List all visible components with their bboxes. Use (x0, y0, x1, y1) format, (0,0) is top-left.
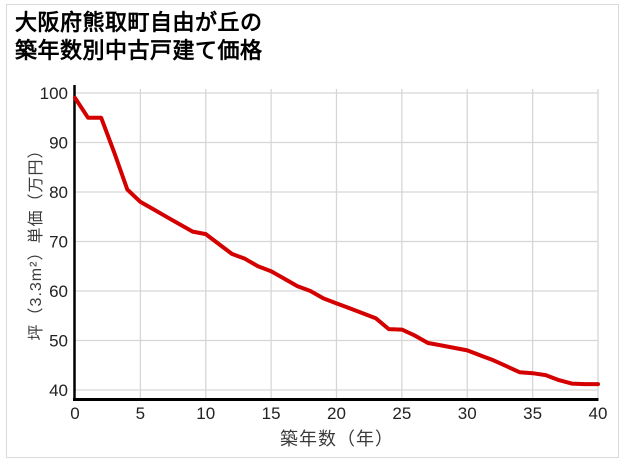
x-tick-label: 10 (196, 404, 215, 423)
x-tick-label: 5 (136, 404, 145, 423)
y-tick-label: 80 (49, 183, 68, 202)
x-tick-label: 15 (262, 404, 281, 423)
x-tick-label: 30 (458, 404, 477, 423)
x-tick-label: 40 (589, 404, 608, 423)
y-tick-label: 70 (49, 233, 68, 252)
x-tick-label: 20 (327, 404, 346, 423)
price-line-chart: 40 50 60 70 80 90 100 0 5 10 15 20 25 30 35 40 (40, 84, 608, 423)
x-tick-label: 0 (70, 404, 79, 423)
x-tick-label: 25 (392, 404, 411, 423)
price-line (73, 95, 600, 387)
y-axis-title: 坪（3.3m²）単価（万円） (28, 141, 45, 341)
y-tick-label: 60 (49, 282, 68, 301)
x-axis-title: 築年数（年） (280, 429, 394, 449)
chart-card: 大阪府熊取町自由が丘の 築年数別中古戸建て価格 40 50 60 70 80 90 100 0… (6, 4, 619, 458)
y-tick-label: 40 (49, 381, 68, 400)
y-tick-label: 50 (49, 332, 68, 351)
x-tick-label: 35 (523, 404, 542, 423)
y-tick-label: 90 (49, 134, 68, 153)
y-tick-label: 100 (40, 84, 68, 103)
chart-title: 大阪府熊取町自由が丘の 築年数別中古戸建て価格 (15, 10, 263, 63)
